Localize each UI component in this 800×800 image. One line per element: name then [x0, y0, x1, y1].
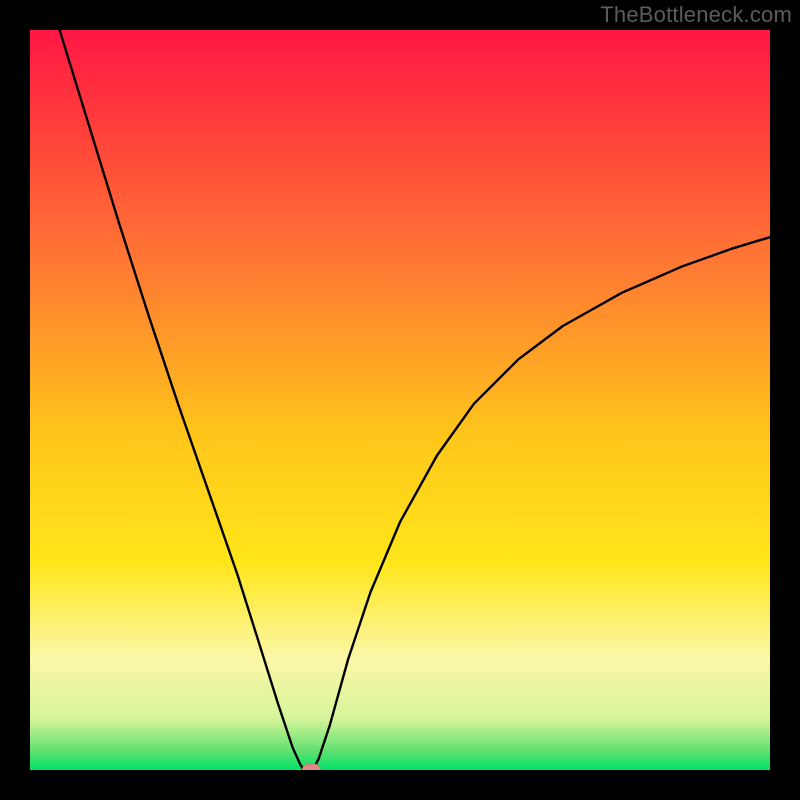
watermark-text: TheBottleneck.com	[600, 2, 792, 28]
gradient-background	[30, 30, 770, 770]
chart-stage: TheBottleneck.com	[0, 0, 800, 800]
chart-svg	[0, 0, 800, 800]
